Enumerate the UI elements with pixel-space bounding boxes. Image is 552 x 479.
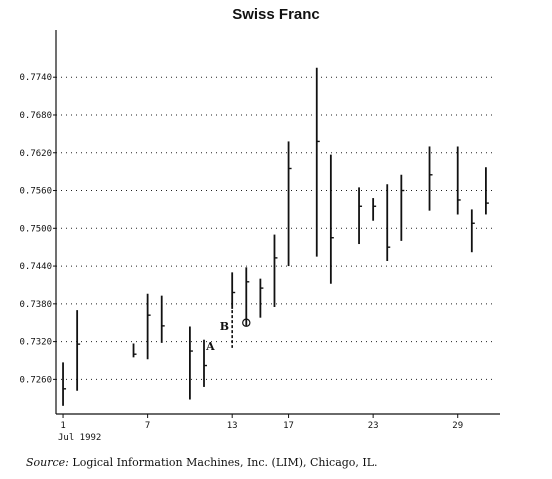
x-ticks: 1 7 13 17 23 29 xyxy=(60,414,463,431)
y-tick-label-8: 0.7260 xyxy=(19,375,52,385)
y-tick-label-0: 0.7740 xyxy=(19,73,52,83)
annotation-circle xyxy=(242,318,251,327)
x-tick-label-5: 29 xyxy=(452,421,463,431)
annotations: AB xyxy=(205,310,251,353)
y-tick-label-1: 0.7680 xyxy=(19,111,52,121)
x-tick-label-1: 7 xyxy=(145,421,150,431)
x-tick-label-0: 1 xyxy=(60,421,65,431)
y-tick-label-7: 0.7320 xyxy=(19,338,52,348)
chart-title: Swiss Franc xyxy=(232,6,320,23)
y-tick-label-2: 0.7620 xyxy=(19,149,52,159)
source-note: Source: Logical Information Machines, In… xyxy=(26,456,378,469)
source-label: Source: xyxy=(26,456,69,469)
y-tick-label-6: 0.7380 xyxy=(19,300,52,310)
price-bars xyxy=(62,67,489,406)
y-tick-label-3: 0.7560 xyxy=(19,187,52,197)
x-start-label: Jul 1992 xyxy=(58,433,101,443)
annotation-label-b: B xyxy=(220,320,229,333)
x-tick-label-4: 23 xyxy=(368,421,379,431)
axes xyxy=(55,30,500,415)
annotation-label-a: A xyxy=(205,340,215,353)
y-ticks: 0.7740 0.7680 0.7620 0.7560 0.7500 0.7440 0.73… xyxy=(19,73,56,385)
x-tick-label-3: 17 xyxy=(283,421,294,431)
gridlines xyxy=(56,76,494,380)
y-tick-label-4: 0.7500 xyxy=(19,224,52,234)
x-tick-label-2: 13 xyxy=(227,421,238,431)
source-text: Logical Information Machines, Inc. (LIM)… xyxy=(72,456,378,469)
y-tick-label-5: 0.7440 xyxy=(19,262,52,272)
